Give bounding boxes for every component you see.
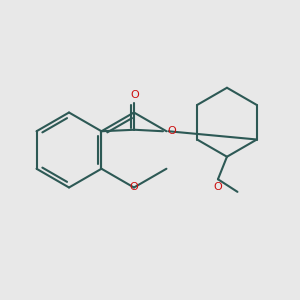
Text: O: O [167, 126, 176, 136]
Text: O: O [130, 182, 138, 193]
Text: O: O [214, 182, 222, 192]
Text: O: O [130, 90, 139, 100]
